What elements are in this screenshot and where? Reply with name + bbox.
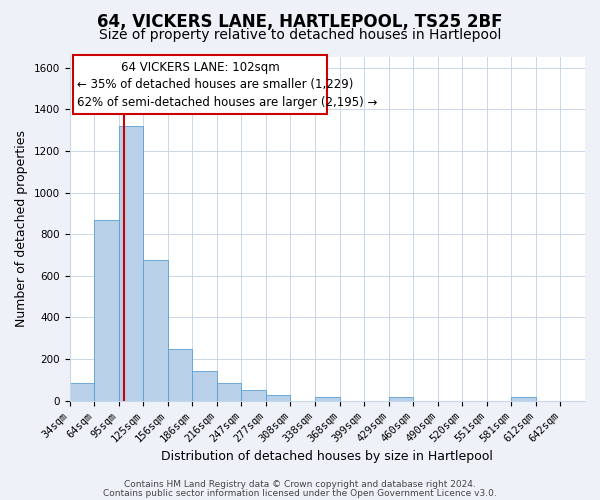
Bar bbox=[192, 371, 217, 400]
Text: 64, VICKERS LANE, HARTLEPOOL, TS25 2BF: 64, VICKERS LANE, HARTLEPOOL, TS25 2BF bbox=[97, 12, 503, 30]
Bar bbox=[119, 126, 143, 400]
Text: Size of property relative to detached houses in Hartlepool: Size of property relative to detached ho… bbox=[99, 28, 501, 42]
Y-axis label: Number of detached properties: Number of detached properties bbox=[15, 130, 28, 328]
X-axis label: Distribution of detached houses by size in Hartlepool: Distribution of detached houses by size … bbox=[161, 450, 493, 462]
Bar bbox=[143, 260, 168, 400]
Bar bbox=[315, 397, 340, 400]
Bar bbox=[241, 390, 266, 400]
Text: 62% of semi-detached houses are larger (2,195) →: 62% of semi-detached houses are larger (… bbox=[77, 96, 377, 109]
Bar bbox=[389, 397, 413, 400]
Text: ← 35% of detached houses are smaller (1,229): ← 35% of detached houses are smaller (1,… bbox=[77, 78, 353, 91]
Bar bbox=[217, 383, 241, 400]
Bar bbox=[168, 349, 192, 401]
Text: Contains HM Land Registry data © Crown copyright and database right 2024.: Contains HM Land Registry data © Crown c… bbox=[124, 480, 476, 489]
Bar bbox=[70, 383, 94, 400]
Bar bbox=[73, 56, 327, 114]
Text: Contains public sector information licensed under the Open Government Licence v3: Contains public sector information licen… bbox=[103, 488, 497, 498]
Bar bbox=[266, 395, 290, 400]
Bar bbox=[94, 220, 119, 400]
Bar bbox=[511, 397, 536, 400]
Text: 64 VICKERS LANE: 102sqm: 64 VICKERS LANE: 102sqm bbox=[121, 62, 280, 74]
